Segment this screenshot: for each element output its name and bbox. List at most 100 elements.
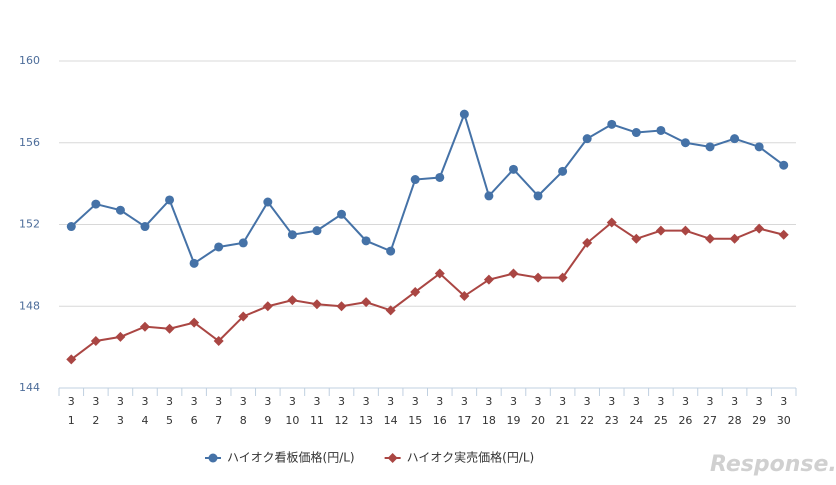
point [754, 142, 764, 152]
point [361, 236, 371, 246]
x-tick-label: 7 [215, 414, 222, 427]
point [558, 166, 568, 176]
point [287, 295, 298, 306]
x-tick-label: 24 [629, 414, 643, 427]
point [336, 301, 347, 312]
y-tick-label: 152 [19, 218, 40, 231]
point [557, 272, 568, 283]
x-tick-label: 3 [68, 395, 75, 408]
x-tick-label: 21 [556, 414, 570, 427]
point [533, 191, 543, 201]
point [262, 301, 273, 312]
x-tick-label: 3 [559, 395, 566, 408]
point [410, 286, 421, 297]
x-tick-label: 2 [92, 414, 99, 427]
point [139, 321, 150, 332]
point [705, 142, 715, 152]
point [66, 354, 77, 365]
x-tick-label: 16 [433, 414, 447, 427]
legend-label: ハイオク実売価格(円/L) [407, 450, 535, 465]
x-tick-label: 3 [731, 395, 738, 408]
point [754, 223, 765, 234]
legend-label: ハイオク看板価格(円/L) [227, 450, 355, 465]
x-tick-label: 10 [285, 414, 299, 427]
x-tick-label: 9 [264, 414, 271, 427]
x-tick-label: 8 [240, 414, 247, 427]
point [730, 134, 740, 144]
x-tick-label: 11 [310, 414, 324, 427]
x-tick-label: 18 [482, 414, 496, 427]
point [508, 268, 519, 279]
point [287, 230, 297, 240]
x-tick-label: 1 [68, 414, 75, 427]
x-tick-label: 29 [752, 414, 766, 427]
point [459, 291, 470, 302]
x-tick-label: 3 [707, 395, 714, 408]
point [361, 297, 372, 308]
x-tick-label: 26 [678, 414, 692, 427]
point [189, 317, 200, 328]
x-tick-label: 3 [780, 395, 787, 408]
point [311, 299, 322, 310]
x-tick-label: 12 [335, 414, 349, 427]
point [582, 134, 592, 144]
series-line [70, 221, 784, 361]
point [410, 175, 420, 185]
watermark: Response. [710, 452, 836, 477]
point [680, 225, 691, 236]
legend-marker [208, 453, 218, 463]
point [778, 229, 789, 240]
x-tick-label: 3 [264, 395, 271, 408]
x-tick-label: 3 [412, 395, 419, 408]
point [66, 222, 76, 232]
x-tick-label: 3 [633, 395, 640, 408]
x-tick-label: 3 [608, 395, 615, 408]
y-tick-label: 148 [19, 299, 40, 312]
x-tick-label: 3 [584, 395, 591, 408]
x-tick-label: 13 [359, 414, 373, 427]
x-tick-label: 15 [408, 414, 422, 427]
point [90, 335, 101, 346]
x-tick-label: 3 [682, 395, 689, 408]
x-tick-label: 30 [777, 414, 791, 427]
point [680, 138, 690, 148]
point [238, 311, 249, 322]
point [91, 199, 101, 209]
point [607, 119, 617, 129]
series-line [70, 111, 785, 265]
point [165, 195, 175, 205]
point [582, 237, 593, 248]
x-tick-label: 3 [240, 395, 247, 408]
point [434, 268, 445, 279]
point [164, 323, 175, 334]
x-tick-label: 25 [654, 414, 668, 427]
x-tick-label: 28 [728, 414, 742, 427]
x-tick-label: 3 [141, 395, 148, 408]
x-tick-label: 23 [605, 414, 619, 427]
x-tick-label: 5 [166, 414, 173, 427]
x-tick-label: 3 [363, 395, 370, 408]
point [606, 217, 617, 228]
x-tick-label: 3 [436, 395, 443, 408]
x-tick-label: 14 [384, 414, 398, 427]
x-tick-label: 3 [191, 395, 198, 408]
x-tick-label: 3 [215, 395, 222, 408]
x-tick-label: 3 [313, 395, 320, 408]
point [729, 233, 740, 244]
point [631, 233, 642, 244]
point [779, 160, 789, 170]
point [385, 305, 396, 316]
x-tick-label: 3 [657, 395, 664, 408]
point [213, 335, 224, 346]
point [459, 109, 469, 119]
point [263, 197, 273, 207]
point [140, 222, 150, 232]
x-tick-label: 3 [92, 395, 99, 408]
point [655, 225, 666, 236]
x-tick-label: 6 [191, 414, 198, 427]
point [435, 172, 445, 182]
x-tick-label: 3 [461, 395, 468, 408]
point [483, 274, 494, 285]
x-tick-label: 3 [756, 395, 763, 408]
